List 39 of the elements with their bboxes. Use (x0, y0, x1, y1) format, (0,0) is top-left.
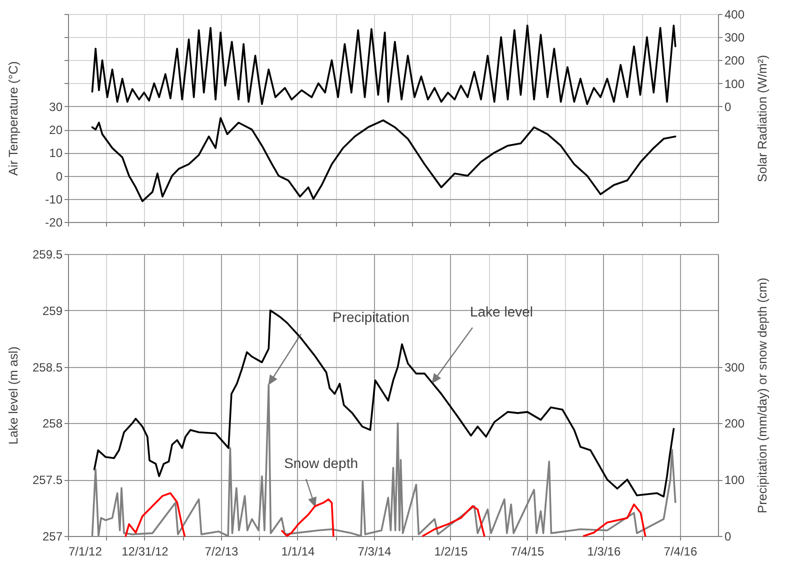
y2-tick-label: 0 (724, 100, 732, 114)
y2-tick-label: 300 (724, 360, 745, 374)
y2-tick-label: 200 (724, 54, 745, 68)
x-tick-label: 7/4/16 (664, 544, 698, 558)
y2-tick-label: 0 (724, 530, 732, 544)
y2-tick-label: 100 (724, 76, 745, 91)
y-tick-label: 258.5 (32, 360, 63, 374)
x-tick-label: 7/1/12 (68, 544, 102, 558)
annotation: Precipitation (332, 309, 410, 325)
x-tick-label: 7/4/15 (510, 544, 544, 558)
x-tick-label: 12/31/12 (122, 544, 169, 558)
x-tick-label: 1/1/14 (281, 544, 315, 558)
y-tick-label: -10 (45, 192, 63, 206)
line-series (91, 24, 676, 106)
line-series (91, 117, 676, 202)
y-tick-label: 257.5 (32, 473, 63, 488)
y-tick-label: 10 (49, 146, 63, 160)
y-tick-label: 259 (42, 304, 63, 318)
y-axis-title: Lake level (m asl) (6, 346, 20, 444)
annotation: Snow depth (284, 455, 358, 472)
y-tick-label: 30 (49, 100, 63, 114)
y-tick-label: -20 (45, 216, 63, 230)
y-tick-label: 258 (42, 416, 63, 431)
x-tick-label: 1/2/15 (434, 544, 468, 558)
y2-axis-title: Precipitation (mm/day) or snow depth (cm) (756, 278, 770, 514)
y-axis-title: Air Temperature (°C) (6, 61, 20, 176)
y2-tick-label: 100 (724, 473, 745, 488)
y-tick-label: 257 (42, 530, 63, 544)
y2-tick-label: 200 (724, 416, 745, 431)
y2-axis-title: Solar Radiation (W/m²) (756, 54, 770, 182)
y2-tick-label: 300 (724, 30, 745, 45)
y2-tick-label: 400 (724, 8, 745, 22)
x-tick-label: 7/2/13 (204, 544, 238, 558)
x-tick-label: 1/3/16 (587, 544, 621, 558)
y-tick-label: 259.5 (32, 248, 63, 262)
y-tick-label: 0 (56, 169, 63, 184)
annotation: Lake level (470, 304, 534, 320)
x-tick-label: 7/3/14 (358, 544, 392, 558)
y-tick-label: 20 (49, 123, 63, 138)
